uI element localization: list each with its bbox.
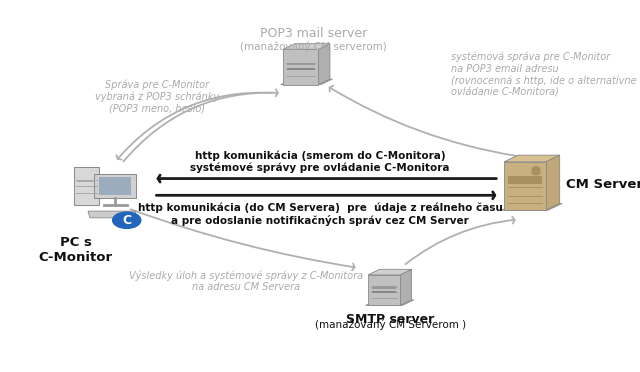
Circle shape	[532, 167, 540, 171]
Polygon shape	[77, 180, 95, 182]
Polygon shape	[368, 269, 412, 275]
Text: Správa pre C-Monitor
vybraná z POP3 schránky
(POP3 meno, heslo): Správa pre C-Monitor vybraná z POP3 schr…	[95, 80, 219, 114]
Polygon shape	[283, 49, 319, 84]
Polygon shape	[508, 176, 541, 180]
Text: http komunikácia (do CM Servera)  pre  údaje z reálneho času
a pre odoslanie not: http komunikácia (do CM Servera) pre úda…	[138, 202, 502, 225]
Polygon shape	[99, 177, 131, 195]
Polygon shape	[368, 275, 400, 305]
Text: systémová správa pre C-Monitor
na POP3 email adresu
(rovnocenná s http, ide o al: systémová správa pre C-Monitor na POP3 e…	[451, 51, 637, 97]
Polygon shape	[504, 162, 545, 210]
Text: PC s
C-Monitor: PC s C-Monitor	[38, 236, 113, 264]
Polygon shape	[508, 179, 541, 184]
Polygon shape	[365, 300, 414, 305]
Circle shape	[113, 212, 141, 228]
Polygon shape	[74, 167, 99, 205]
Text: POP3 mail server: POP3 mail server	[260, 27, 367, 40]
Text: (manažovaný CM serverom): (manažovaný CM serverom)	[240, 41, 387, 52]
Polygon shape	[504, 155, 559, 162]
Polygon shape	[545, 155, 559, 210]
Polygon shape	[372, 286, 396, 289]
Polygon shape	[95, 174, 136, 198]
Polygon shape	[372, 291, 396, 293]
Polygon shape	[400, 269, 412, 305]
Polygon shape	[287, 68, 315, 71]
Text: C: C	[122, 214, 131, 227]
Polygon shape	[319, 44, 330, 84]
Circle shape	[532, 170, 540, 175]
Text: CM Server: CM Server	[566, 178, 640, 190]
Polygon shape	[502, 203, 563, 210]
Polygon shape	[287, 63, 315, 65]
Text: http komunikácia (smerom do C-Monitora)
systémové správy pre ovládanie C-Monitor: http komunikácia (smerom do C-Monitora) …	[190, 150, 450, 173]
Polygon shape	[88, 211, 136, 218]
Text: Výsledky úloh a systémové správy z C-Monitora
na adresu CM Servera: Výsledky úloh a systémové správy z C-Mon…	[129, 270, 364, 292]
Polygon shape	[280, 79, 333, 84]
Polygon shape	[283, 44, 330, 49]
Text: (manažovaný CM Serverom ): (manažovaný CM Serverom )	[315, 319, 466, 330]
Text: SMTP server: SMTP server	[346, 313, 435, 326]
